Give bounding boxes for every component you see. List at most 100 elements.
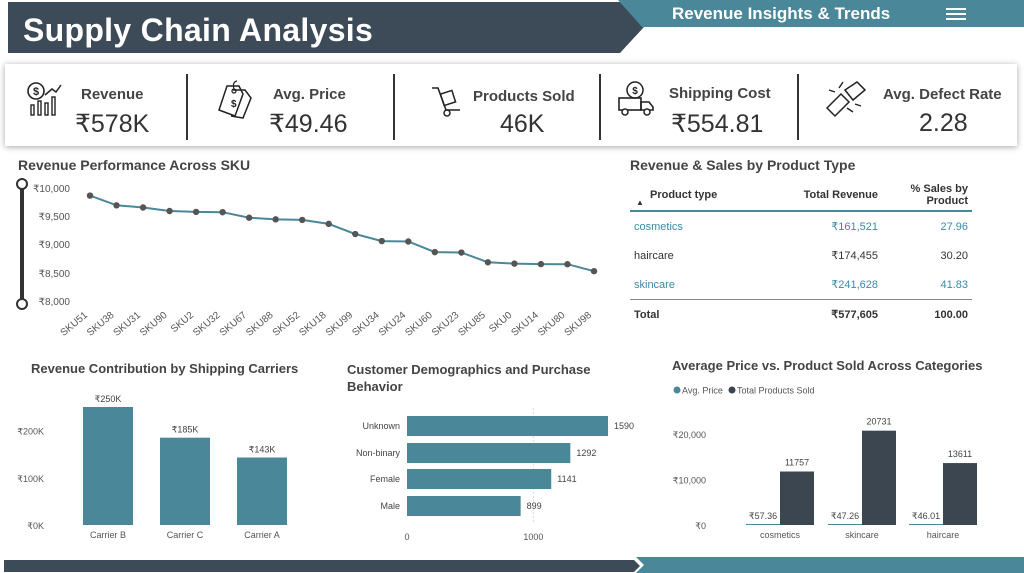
price-vs-sold-chart: Avg. Price Total Products Sold ₹0 ₹10,000 ₹2… <box>673 386 977 540</box>
data-point <box>113 202 120 209</box>
bar <box>407 469 552 489</box>
bar <box>407 443 571 463</box>
carrier-chart-title: Revenue Contribution by Shipping Carrier… <box>31 361 299 376</box>
x-tick-label: SKU51 <box>59 310 91 339</box>
kpi-products-sold: Products Sold 46K <box>400 64 600 146</box>
data-point <box>537 260 545 268</box>
x-tick-label: SKU34 <box>350 310 382 339</box>
column-header-total-revenue[interactable]: Total Revenue <box>803 189 878 201</box>
kpi-defect-rate: Avg. Defect Rate 2.28 <box>805 64 1017 146</box>
bar-products-sold <box>780 471 814 525</box>
legend-label: Total Products Sold <box>737 386 815 396</box>
sort-ascending-icon[interactable]: ▲ <box>636 198 644 207</box>
x-tick-label: SKU18 <box>297 310 329 339</box>
revenue-chart-icon: $ <box>27 82 62 116</box>
x-tick-label: SKU14 <box>510 310 542 339</box>
cell-revenue: ₹174,455 <box>831 250 878 262</box>
range-slider-handle-bottom[interactable] <box>16 298 28 310</box>
data-point <box>590 267 598 275</box>
hamburger-menu-icon[interactable] <box>946 5 966 22</box>
column-header-pct-sales[interactable]: % Sales by Product <box>910 183 968 207</box>
y-tick-label: ₹0K <box>27 521 44 531</box>
data-label: 13611 <box>948 449 972 459</box>
data-point <box>458 249 465 256</box>
y-tick-label: Female <box>370 474 400 484</box>
y-tick-label: ₹10,000 <box>33 184 70 195</box>
x-tick-label: SKU67 <box>218 310 250 339</box>
kpi-products-sold-label: Products Sold <box>473 88 575 105</box>
x-tick-label: Carrier B <box>90 530 126 540</box>
footer-bar-teal <box>636 557 1024 573</box>
kpi-divider <box>393 74 395 140</box>
data-label: ₹185K <box>172 425 199 435</box>
broken-item-icon <box>825 81 867 118</box>
data-point <box>352 230 359 238</box>
y-tick-label: Male <box>380 501 400 511</box>
price-tag-icon: $ <box>218 80 252 119</box>
bar <box>83 407 133 525</box>
kpi-defect-rate-label: Avg. Defect Rate <box>883 86 1002 103</box>
price-chart-title: Average Price vs. Product Sold Across Ca… <box>672 358 983 373</box>
page-title: Supply Chain Analysis <box>23 12 374 48</box>
kpi-shipping-cost-value: ₹554.81 <box>671 110 764 138</box>
table-row[interactable]: cosmetics ₹161,521 27.96 <box>630 211 972 241</box>
cell-product-type: cosmetics <box>634 220 683 233</box>
kpi-avg-price-value: ₹49.46 <box>269 110 348 138</box>
data-label: 1590 <box>614 421 634 431</box>
x-tick-label: cosmetics <box>760 530 801 540</box>
kpi-defect-rate-value: 2.28 <box>919 109 968 137</box>
x-tick-label: SKU90 <box>138 310 170 339</box>
data-point <box>166 207 173 215</box>
legend-label: Avg. Price <box>682 386 723 396</box>
data-point <box>511 260 518 267</box>
y-tick-label: ₹20,000 <box>673 430 706 440</box>
bar <box>407 496 521 516</box>
data-point <box>245 214 253 221</box>
delivery-truck-icon: $ <box>618 81 654 116</box>
y-tick-label: Non-binary <box>356 448 401 458</box>
data-point <box>405 238 412 245</box>
svg-text:$: $ <box>632 86 638 97</box>
cell-product-type: skincare <box>634 278 675 291</box>
data-label: ₹46.01 <box>912 511 940 521</box>
kpi-shipping-cost: $ Shipping Cost ₹554.81 <box>605 64 800 146</box>
cell-total-pct: 100.00 <box>882 299 972 329</box>
table-row[interactable]: skincare ₹241,628 41.83 <box>630 270 972 300</box>
bar <box>160 437 210 525</box>
data-label: ₹143K <box>249 445 276 455</box>
demographics-title-line: Behavior <box>347 379 403 394</box>
x-tick-label: skincare <box>845 530 879 540</box>
cell-pct: 30.20 <box>940 249 968 262</box>
carrier-bar-chart: ₹0K ₹100K ₹200K ₹250K Carrier B ₹185K Carrier … <box>17 394 287 540</box>
data-point <box>378 237 385 245</box>
cell-pct: 27.96 <box>940 220 968 233</box>
range-slider-handle-top[interactable] <box>16 178 28 190</box>
x-tick-label: SKU80 <box>536 310 568 339</box>
bar-avg-price <box>746 524 780 525</box>
hand-truck-icon <box>432 87 460 117</box>
column-header-product-type[interactable]: Product type ▲ <box>630 180 774 211</box>
bar-avg-price <box>909 524 943 525</box>
data-point <box>272 216 279 223</box>
data-point <box>299 216 306 224</box>
bar-products-sold <box>943 463 977 525</box>
cell-pct: 41.83 <box>940 278 968 291</box>
x-tick-label: 1000 <box>523 532 543 542</box>
x-tick-label: SKU32 <box>191 310 223 339</box>
x-tick-label: SKU38 <box>85 310 117 339</box>
data-point <box>484 259 492 266</box>
data-point <box>431 248 439 256</box>
y-tick-label: ₹9,000 <box>39 240 71 251</box>
x-tick-label: SKU99 <box>324 310 356 339</box>
y-tick-label: ₹0 <box>695 521 706 531</box>
x-tick-label: SKU23 <box>430 310 462 339</box>
x-tick-label: SKU98 <box>563 310 595 339</box>
table-row[interactable]: haircare ₹174,455 30.20 <box>630 241 972 270</box>
kpi-products-sold-value: 46K <box>500 110 545 138</box>
data-point <box>219 208 226 216</box>
revenue-table: Product type ▲ Total Revenue % Sales by … <box>630 180 972 329</box>
kpi-avg-price: $ Avg. Price ₹49.46 <box>195 64 395 146</box>
bar-avg-price <box>828 524 862 525</box>
bar <box>407 416 608 436</box>
x-tick-label: Carrier C <box>167 530 204 540</box>
